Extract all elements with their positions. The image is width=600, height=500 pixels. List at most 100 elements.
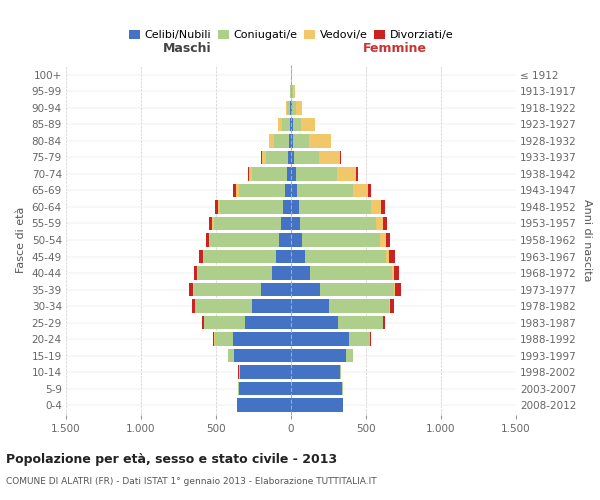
Bar	[239, 184, 285, 197]
Bar	[193, 283, 261, 296]
Bar	[274, 134, 289, 147]
Bar	[291, 332, 349, 346]
Bar	[218, 200, 220, 214]
Bar	[203, 250, 204, 264]
Bar	[296, 167, 337, 180]
Bar	[195, 300, 252, 313]
Bar	[310, 266, 392, 280]
Bar	[193, 266, 197, 280]
Text: Femmine: Femmine	[362, 42, 427, 54]
Bar	[297, 184, 353, 197]
Bar	[287, 101, 290, 114]
Bar	[283, 200, 291, 214]
Bar	[349, 332, 370, 346]
Bar	[293, 84, 295, 98]
Bar	[291, 366, 340, 379]
Bar	[301, 118, 315, 131]
Bar	[340, 366, 341, 379]
Bar	[204, 250, 276, 264]
Bar	[265, 150, 288, 164]
Bar	[289, 134, 291, 147]
Bar	[287, 167, 291, 180]
Bar	[302, 233, 380, 247]
Bar	[342, 382, 343, 396]
Bar	[204, 316, 245, 330]
Bar	[262, 150, 265, 164]
Bar	[248, 167, 249, 180]
Bar	[286, 101, 287, 114]
Bar	[290, 101, 291, 114]
Bar	[288, 150, 291, 164]
Bar	[291, 200, 299, 214]
Bar	[279, 233, 291, 247]
Bar	[386, 250, 389, 264]
Bar	[291, 150, 294, 164]
Bar	[210, 233, 279, 247]
Bar	[300, 216, 376, 230]
Bar	[291, 118, 293, 131]
Y-axis label: Fasce di età: Fasce di età	[16, 207, 26, 273]
Bar	[346, 349, 353, 362]
Bar	[209, 233, 210, 247]
Bar	[338, 316, 383, 330]
Bar	[353, 184, 368, 197]
Bar	[261, 150, 262, 164]
Bar	[234, 349, 291, 362]
Bar	[239, 382, 291, 396]
Bar	[233, 332, 291, 346]
Bar	[252, 167, 287, 180]
Bar	[383, 316, 385, 330]
Bar	[292, 101, 296, 114]
Bar	[293, 134, 309, 147]
Bar	[290, 118, 291, 131]
Text: COMUNE DI ALATRI (FR) - Dati ISTAT 1° gennaio 2013 - Elaborazione TUTTITALIA.IT: COMUNE DI ALATRI (FR) - Dati ISTAT 1° ge…	[6, 478, 377, 486]
Bar	[240, 366, 291, 379]
Bar	[383, 216, 388, 230]
Bar	[228, 349, 234, 362]
Bar	[215, 332, 233, 346]
Bar	[394, 266, 400, 280]
Bar	[291, 382, 342, 396]
Bar	[233, 184, 235, 197]
Bar	[238, 382, 239, 396]
Text: Popolazione per età, sesso e stato civile - 2013: Popolazione per età, sesso e stato civil…	[6, 452, 337, 466]
Bar	[395, 283, 401, 296]
Bar	[291, 101, 292, 114]
Bar	[380, 233, 386, 247]
Bar	[291, 398, 343, 412]
Bar	[239, 366, 240, 379]
Bar	[296, 101, 302, 114]
Bar	[381, 200, 385, 214]
Bar	[249, 167, 252, 180]
Bar	[386, 233, 391, 247]
Bar	[337, 167, 356, 180]
Bar	[291, 300, 329, 313]
Bar	[197, 266, 198, 280]
Bar	[261, 283, 291, 296]
Bar	[340, 150, 341, 164]
Bar	[269, 134, 274, 147]
Bar	[291, 134, 293, 147]
Bar	[291, 216, 300, 230]
Bar	[389, 250, 395, 264]
Bar	[319, 150, 340, 164]
Bar	[271, 266, 291, 280]
Bar	[299, 200, 371, 214]
Bar	[370, 332, 371, 346]
Bar	[305, 250, 386, 264]
Bar	[282, 118, 290, 131]
Y-axis label: Anni di nascita: Anni di nascita	[583, 198, 592, 281]
Bar	[209, 216, 212, 230]
Bar	[205, 233, 209, 247]
Bar	[191, 300, 194, 313]
Bar	[371, 200, 381, 214]
Bar	[291, 184, 297, 197]
Bar	[293, 118, 301, 131]
Bar	[389, 300, 390, 313]
Text: Maschi: Maschi	[163, 42, 212, 54]
Bar	[214, 216, 281, 230]
Bar	[237, 398, 291, 412]
Bar	[309, 134, 331, 147]
Bar	[368, 184, 371, 197]
Bar	[276, 250, 291, 264]
